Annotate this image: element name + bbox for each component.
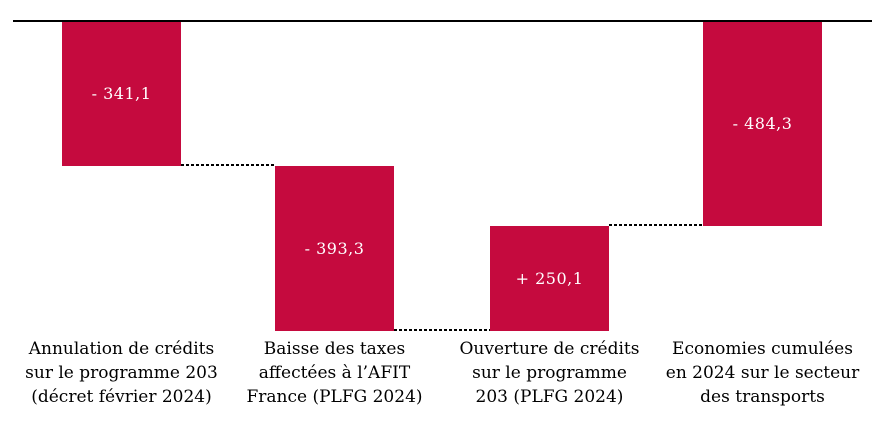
bar-value-label: - 484,3 [732,114,793,134]
connector-line [394,329,490,332]
baseline-axis [13,20,872,22]
category-label: Baisse des taxes affectées à l’AFIT Fran… [246,339,423,407]
bar-value-label: - 341,1 [91,84,152,104]
category-label: Annulation de crédits sur le programme 2… [25,339,218,407]
connector-line [609,223,703,226]
bar-value-label: + 250,1 [515,269,584,289]
bar-ouverture-credits: + 250,1 [490,225,609,332]
connector-line [181,163,275,166]
bar-value-label: - 393,3 [304,238,365,258]
bar-economies-cumulees: - 484,3 [703,22,822,226]
bar-baisse-taxes: - 393,3 [275,165,394,332]
bar-annulation-credits: - 341,1 [62,22,181,166]
category-label: Economies cumulées en 2024 sur le secteu… [665,339,860,407]
category-label: Ouverture de crédits sur le programme 20… [459,339,640,407]
